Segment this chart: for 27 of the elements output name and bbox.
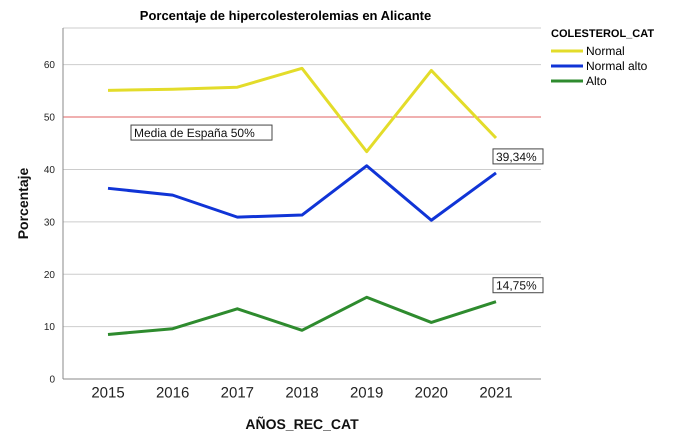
y-tick-label: 50 — [44, 112, 56, 124]
chart-title: Porcentaje de hipercolesterolemias en Alicante — [138, 8, 432, 23]
x-tick-label: 2019 — [350, 384, 384, 402]
y-tick-label: 40 — [44, 165, 56, 176]
x-tick-label: 2017 — [220, 384, 254, 402]
y-tick-label: 20 — [44, 270, 56, 281]
y-tick-label: 30 — [44, 217, 56, 228]
line-series — [106, 296, 498, 336]
ref-line-label: Media de España 50% — [134, 126, 256, 140]
y-tick-label: 60 — [44, 60, 56, 72]
x-tick-label: 2018 — [285, 384, 319, 402]
legend-label: Alto — [586, 74, 607, 88]
x-tick-label: 2016 — [156, 384, 190, 402]
x-tick-label: 2021 — [479, 384, 513, 402]
y-tick-label: 0 — [49, 374, 56, 386]
line-series — [106, 164, 498, 222]
annotation: 14,75% — [496, 278, 538, 293]
x-axis-title: AÑOS_REC_CAT — [245, 416, 360, 432]
y-tick-label: 10 — [44, 322, 56, 334]
y-axis-title: Porcentaje — [14, 167, 31, 240]
x-tick-label: 2020 — [414, 384, 448, 402]
line-series — [106, 66, 498, 154]
legend-title: COLESTEROL_CAT — [551, 28, 656, 40]
legend-label: Normal — [586, 44, 625, 58]
annotation: 39,34% — [496, 150, 538, 164]
legend-label: Normal alto — [586, 58, 648, 72]
x-tick-label: 2015 — [91, 384, 125, 402]
